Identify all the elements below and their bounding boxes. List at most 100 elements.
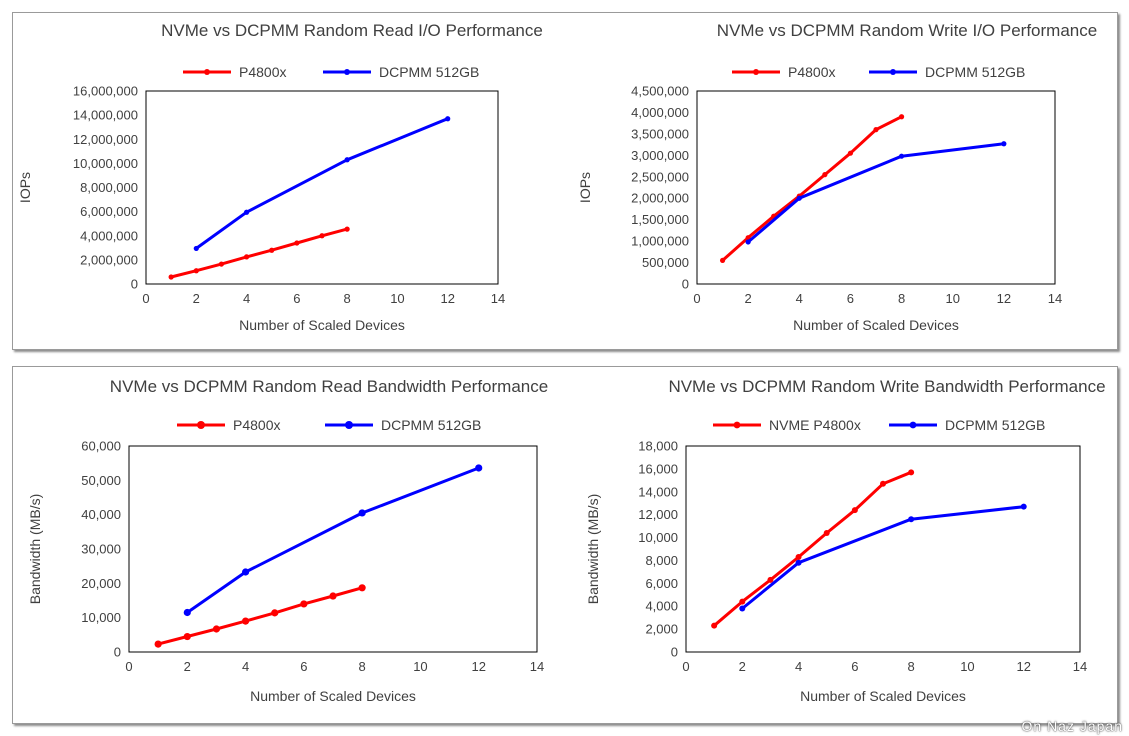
data-point-red	[300, 600, 308, 608]
plot-area-border	[696, 90, 1056, 285]
data-point-red	[873, 127, 879, 133]
x-tick-label: 8	[908, 659, 915, 674]
x-tick-label: 4	[243, 291, 250, 306]
data-point-red	[847, 150, 854, 156]
y-tick-label: 8,000	[645, 553, 678, 568]
data-point-blue	[739, 605, 746, 612]
y-tick-label: 2,500,000	[631, 169, 689, 184]
data-point-red	[294, 240, 300, 246]
x-tick-label: 10	[960, 659, 974, 674]
x-tick-label: 8	[359, 659, 366, 674]
legend-label: P4800x	[788, 64, 835, 80]
data-point-red	[795, 554, 802, 561]
x-tick-label: 2	[193, 291, 200, 306]
x-tick-label: 10	[390, 291, 404, 306]
data-point-blue	[183, 608, 191, 617]
x-tick-label: 14	[1048, 291, 1062, 306]
y-tick-label: 20,000	[81, 576, 121, 591]
y-tick-label: 12,000	[638, 507, 678, 522]
y-tick-label: 4,000,000	[80, 228, 138, 243]
y-tick-label: 10,000,000	[73, 156, 138, 171]
x-tick-label: 0	[125, 659, 132, 674]
plot-area-border	[145, 90, 499, 285]
y-tick-label: 2,000,000	[631, 191, 689, 206]
y-tick-label: 4,000	[645, 599, 678, 614]
data-point-red	[851, 507, 858, 514]
watermark: On Naz Japan	[1021, 718, 1123, 734]
y-tick-label: 2,000,000	[80, 252, 138, 267]
data-point-blue	[795, 559, 802, 566]
x-tick-label: 2	[739, 659, 746, 674]
y-axis-label: Bandwidth (MB/s)	[585, 494, 601, 604]
data-point-red	[822, 172, 828, 178]
y-tick-label: 16,000	[638, 461, 678, 476]
data-point-blue	[745, 239, 751, 245]
chart-title: NVMe vs DCPMM Random Read Bandwidth Perf…	[110, 377, 548, 396]
x-tick-label: 4	[796, 291, 803, 306]
x-tick-label: 14	[1073, 659, 1087, 674]
series-line-blue	[747, 142, 1005, 244]
x-tick-label: 0	[693, 291, 700, 306]
plot-area-border	[685, 445, 1081, 653]
series-line-red	[721, 115, 903, 262]
x-tick-label: 14	[491, 291, 505, 306]
x-tick-label: 0	[682, 659, 689, 674]
y-tick-label: 0	[131, 277, 138, 292]
chart-random-read-bandwidth: NVMe vs DCPMM Random Read Bandwidth Perf…	[27, 377, 548, 704]
x-tick-label: 2	[184, 659, 191, 674]
data-point-red	[269, 247, 275, 253]
x-tick-label: 4	[795, 659, 802, 674]
x-tick-label: 8	[344, 291, 351, 306]
y-axis-label: IOPs	[577, 172, 593, 203]
data-point-red	[823, 529, 830, 536]
plot-area-border	[128, 445, 538, 653]
data-point-red	[183, 632, 191, 641]
y-tick-label: 0	[114, 645, 121, 660]
x-axis-label: Number of Scaled Devices	[239, 317, 405, 333]
data-point-blue	[796, 195, 802, 201]
data-point-blue	[475, 464, 483, 472]
legend-marker	[753, 69, 759, 75]
data-point-red	[243, 254, 250, 260]
x-tick-label: 14	[530, 659, 544, 674]
y-tick-label: 4,000,000	[631, 105, 689, 120]
y-tick-label: 16,000,000	[73, 84, 138, 99]
data-point-red	[719, 257, 726, 264]
data-point-blue	[908, 516, 915, 523]
legend-marker	[204, 69, 210, 75]
legend-label: DCPMM 512GB	[379, 64, 479, 80]
x-axis-label: Number of Scaled Devices	[793, 317, 959, 333]
x-tick-label: 8	[898, 291, 905, 306]
y-tick-label: 60,000	[81, 439, 121, 454]
y-tick-label: 0	[671, 645, 678, 660]
y-tick-label: 1,000,000	[631, 234, 689, 249]
legend-label: DCPMM 512GB	[945, 417, 1045, 433]
data-point-red	[168, 274, 174, 280]
x-tick-label: 6	[847, 291, 854, 306]
data-point-red	[344, 226, 350, 232]
x-tick-label: 6	[300, 659, 307, 674]
y-tick-label: 4,500,000	[631, 84, 689, 99]
y-tick-label: 14,000	[638, 484, 678, 499]
y-tick-label: 0	[682, 277, 689, 292]
legend-marker	[890, 69, 896, 75]
y-tick-label: 2,000	[645, 622, 678, 637]
data-point-red	[767, 576, 774, 583]
data-point-red	[880, 480, 886, 487]
series-line-red	[157, 586, 363, 646]
data-point-red	[154, 640, 162, 648]
x-tick-label: 12	[1016, 659, 1030, 674]
series-line-red	[170, 227, 348, 279]
x-tick-label: 6	[293, 291, 300, 306]
y-tick-label: 8,000,000	[80, 180, 138, 195]
legend-label: NVME P4800x	[769, 417, 861, 433]
legend-marker	[909, 421, 917, 429]
data-point-red	[319, 233, 325, 239]
chart-random-write-iops: NVMe vs DCPMM Random Write I/O Performan…	[577, 21, 1097, 333]
legend-marker	[197, 421, 205, 429]
chart-title: NVMe vs DCPMM Random Write I/O Performan…	[717, 21, 1097, 40]
y-tick-label: 10,000	[81, 610, 121, 625]
data-point-red	[271, 609, 279, 617]
top-chart-panel	[12, 12, 1118, 350]
series-line-blue	[195, 117, 449, 250]
